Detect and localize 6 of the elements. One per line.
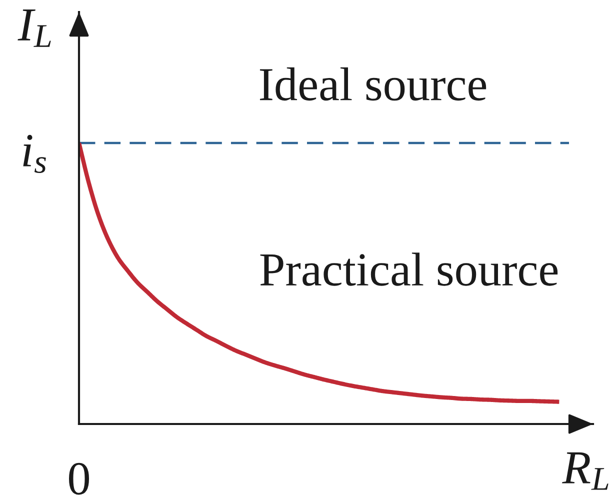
text: i$_{s}$ (23, 134, 46, 174)
series-label: Ideal source (260, 67, 486, 101)
x-axis-title: R$_{L}$ (562, 452, 608, 490)
text: 0 (68, 462, 90, 495)
y-axis-title: I$_{L}$ (18, 9, 51, 47)
series-label: Practical source (260, 252, 558, 286)
